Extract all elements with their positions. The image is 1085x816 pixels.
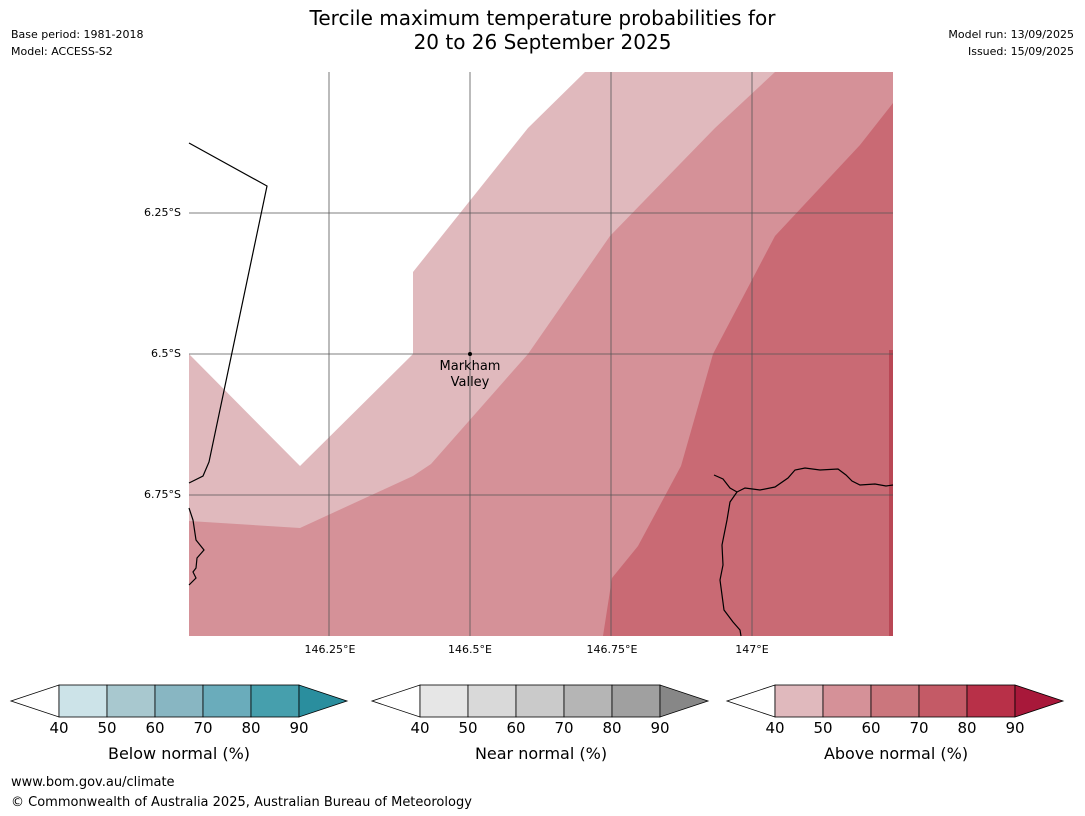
above-normal-tick-label: 60	[861, 719, 881, 737]
place-label-line-1: Markham	[439, 359, 501, 374]
chart-title: Tercile maximum temperature probabilitie…	[0, 6, 1085, 54]
near-normal-tick-label: 70	[554, 719, 574, 737]
near-normal-tick-label: 40	[410, 719, 430, 737]
lat-label-6-5: 6.5°S	[151, 347, 181, 360]
zone-no-dominant-tercile	[189, 72, 585, 466]
lon-label-146-75: 146.75°E	[586, 643, 638, 656]
below-normal-over-triangle	[298, 684, 349, 718]
lon-label-147: 147°E	[735, 643, 769, 656]
model-run: Model run: 13/09/2025	[948, 28, 1074, 41]
near-normal-tick-label: 60	[506, 719, 526, 737]
below-normal-tick-label: 40	[49, 719, 69, 737]
colorbar-title-below-normal: Below normal (%)	[107, 744, 251, 763]
above-normal-under-triangle	[725, 684, 776, 718]
below-normal-tick-label: 90	[289, 719, 309, 737]
zone-above-70-80-edge	[889, 350, 893, 636]
above-normal-segment	[822, 684, 872, 718]
above-normal-over-triangle	[1014, 684, 1065, 718]
colorbar-below-normal	[9, 684, 349, 718]
below-normal-tick-label: 60	[145, 719, 165, 737]
markham-valley-marker	[468, 352, 472, 356]
zone-above-60-70	[603, 103, 893, 636]
near-normal-tick-label: 90	[650, 719, 670, 737]
above-normal-tick-label: 40	[765, 719, 785, 737]
title-line-2: 20 to 26 September 2025	[413, 30, 672, 54]
coastline-west	[188, 507, 205, 586]
meta-left: Base period: 1981-2018 Model: ACCESS-S2	[11, 26, 143, 60]
below-normal-segment	[154, 684, 204, 718]
near-normal-segment	[419, 684, 469, 718]
below-normal-segment	[106, 684, 156, 718]
lon-label-146-25: 146.25°E	[304, 643, 356, 656]
title-line-1: Tercile maximum temperature probabilitie…	[309, 6, 776, 30]
near-normal-segment	[611, 684, 661, 718]
above-normal-tick-label: 80	[957, 719, 977, 737]
place-label-line-2: Valley	[450, 375, 490, 390]
below-normal-segment	[202, 684, 252, 718]
lon-label-146-5: 146.5°E	[448, 643, 492, 656]
above-normal-tick-label: 90	[1005, 719, 1025, 737]
footer-copyright: © Commonwealth of Australia 2025, Austra…	[11, 795, 472, 810]
colorbar-near-normal	[370, 684, 710, 718]
place-label: Markham Valley	[420, 359, 520, 391]
issued-date: Issued: 15/09/2025	[967, 45, 1074, 58]
above-normal-segment	[966, 684, 1016, 718]
near-normal-segment	[563, 684, 613, 718]
near-normal-tick-label: 50	[458, 719, 478, 737]
lat-label-6-25: 6.25°S	[144, 206, 181, 219]
above-normal-tick-label: 50	[813, 719, 833, 737]
below-normal-tick-label: 80	[241, 719, 261, 737]
near-normal-segment	[515, 684, 565, 718]
province-border	[188, 142, 268, 484]
below-normal-segment	[250, 684, 300, 718]
colorbar-title-near-normal: Near normal (%)	[474, 744, 608, 763]
below-normal-segment	[58, 684, 108, 718]
near-normal-under-triangle	[370, 684, 421, 718]
near-normal-over-triangle	[659, 684, 710, 718]
coastlines-borders	[188, 142, 894, 637]
meta-right: Model run: 13/09/2025 Issued: 15/09/2025	[948, 26, 1074, 60]
below-normal-tick-label: 50	[97, 719, 117, 737]
above-normal-segment	[870, 684, 920, 718]
above-normal-segment	[918, 684, 968, 718]
base-period: Base period: 1981-2018	[11, 28, 144, 41]
near-normal-segment	[467, 684, 517, 718]
coastline-east	[713, 467, 894, 493]
footer-url[interactable]: www.bom.gov.au/climate	[11, 775, 175, 790]
above-normal-segment	[774, 684, 824, 718]
model-name: Model: ACCESS-S2	[11, 45, 113, 58]
colorbar-title-above-normal: Above normal (%)	[823, 744, 969, 763]
map-grid	[189, 72, 893, 636]
below-normal-under-triangle	[9, 684, 60, 718]
coastline-bay	[719, 491, 742, 637]
near-normal-tick-label: 80	[602, 719, 622, 737]
colorbars	[9, 684, 1065, 718]
above-normal-tick-label: 70	[909, 719, 929, 737]
lat-label-6-75: 6.75°S	[144, 488, 181, 501]
below-normal-tick-label: 70	[193, 719, 213, 737]
colorbar-above-normal	[725, 684, 1065, 718]
